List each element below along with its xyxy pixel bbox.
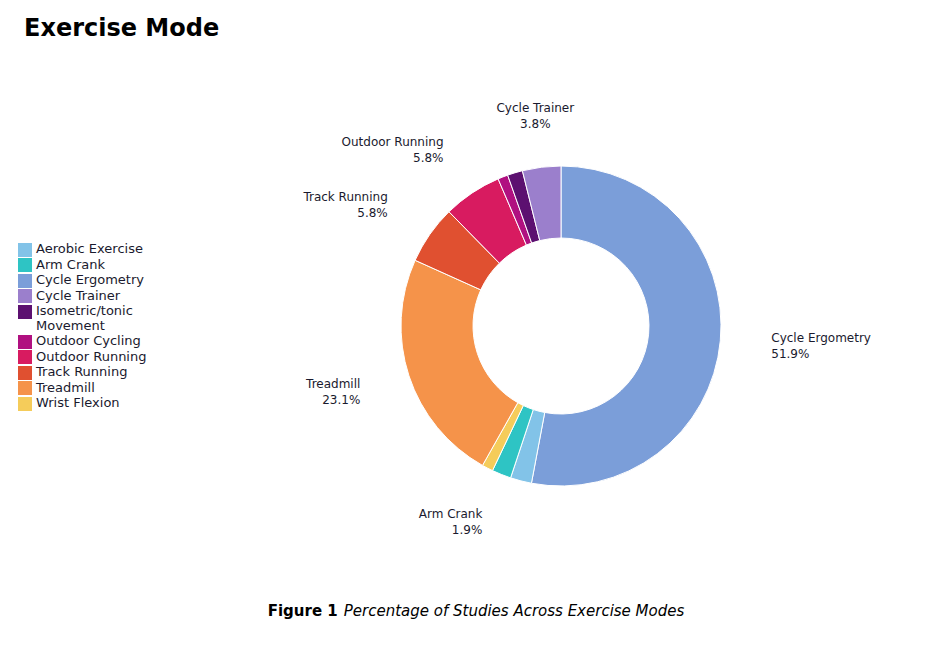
html-text:Cycle Ergometry: Cycle Ergometry [36, 272, 144, 288]
html-text:Outdoor Running: Outdoor Running [36, 348, 147, 364]
html-text:Isometric/tonic Movement: Isometric/tonic Movement [36, 303, 133, 334]
html-text:Track Running: Track Running [36, 364, 128, 380]
svg-text:3.8%: 3.8% [520, 117, 551, 131]
svg-text:Treadmill: Treadmill [305, 377, 360, 391]
svg-text:Outdoor Running: Outdoor Running [342, 135, 444, 149]
html-text:Treadmill: Treadmill [36, 379, 95, 395]
html-text:Arm Crank: Arm Crank [36, 256, 105, 272]
html-text:Exercise Mode: Exercise Mode [24, 14, 220, 42]
html-text:Wrist Flexion: Wrist Flexion [36, 395, 120, 411]
svg-text:Cycle Trainer: Cycle Trainer [496, 101, 574, 115]
html-text:Aerobic Exercise: Aerobic Exercise [36, 241, 143, 257]
svg-text:51.9%: 51.9% [771, 347, 809, 361]
html-text:Outdoor Cycling: Outdoor Cycling [36, 333, 141, 349]
svg-text:Cycle Ergometry: Cycle Ergometry [771, 331, 871, 345]
svg-text:Arm Crank: Arm Crank [419, 507, 483, 521]
svg-text:5.8%: 5.8% [413, 151, 444, 165]
svg-text:1.9%: 1.9% [452, 523, 483, 537]
html-text:Cycle Trainer: Cycle Trainer [36, 287, 121, 303]
html-text:Figure 1 Percentage of Studies: Figure 1 Percentage of Studies Across Ex… [267, 602, 685, 620]
svg-text:Track Running: Track Running [302, 190, 387, 204]
svg-text:23.1%: 23.1% [322, 393, 360, 407]
svg-text:5.8%: 5.8% [357, 206, 388, 220]
